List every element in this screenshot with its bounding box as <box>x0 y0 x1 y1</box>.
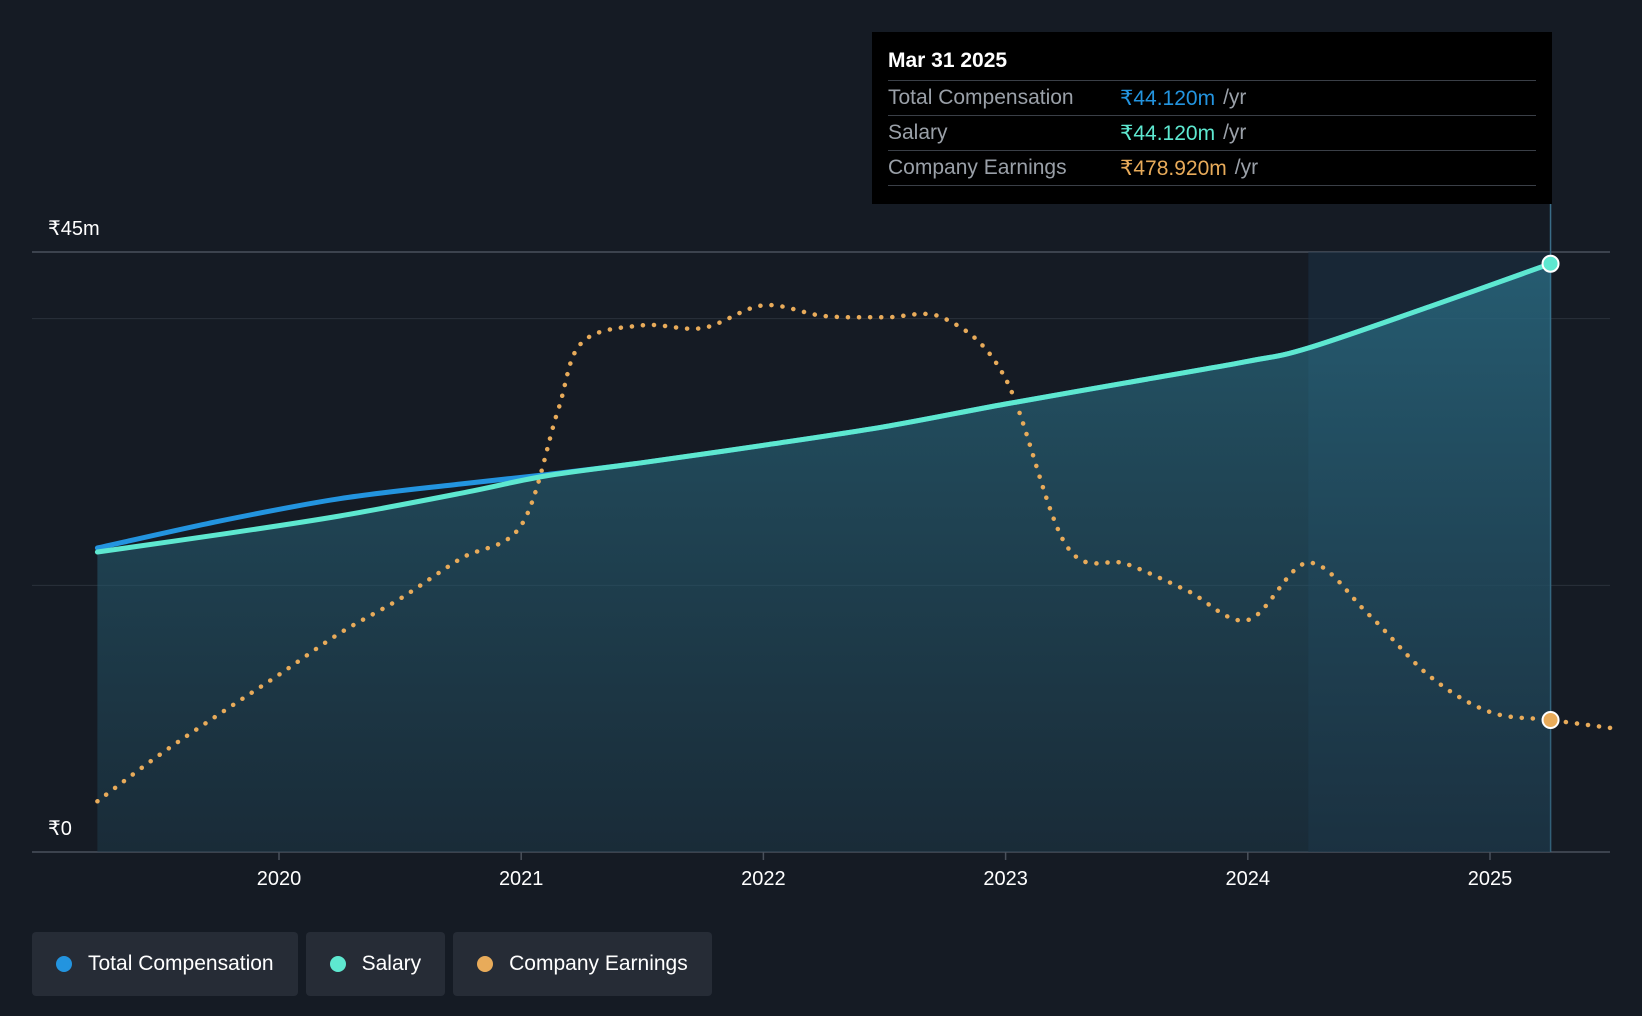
salary-area <box>97 263 1551 852</box>
data-tooltip: Mar 31 2025 Total Compensation ₹44.120m … <box>872 32 1552 204</box>
legend-label: Total Compensation <box>88 952 274 975</box>
chart-legend: Total Compensation Salary Company Earnin… <box>32 932 712 996</box>
salary-marker <box>1541 254 1560 273</box>
x-tick-label: 2024 <box>1226 868 1271 890</box>
y-axis-min-label: ₹0 <box>48 818 72 840</box>
x-tick-label: 2023 <box>983 868 1028 890</box>
tooltip-value: ₹44.120m <box>1120 121 1216 145</box>
legend-dot-icon <box>477 956 494 972</box>
y-axis-max-label: ₹45m <box>48 218 100 240</box>
series-line-company-earnings <box>95 302 1614 804</box>
legend-label: Salary <box>361 952 422 975</box>
x-tick-label: 2025 <box>1468 868 1513 890</box>
x-tick-label: 2021 <box>499 868 544 890</box>
legend-dot-icon <box>56 956 72 972</box>
legend-item-company-earnings[interactable]: Company Earnings <box>453 932 712 996</box>
tooltip-label: Company Earnings <box>888 156 1067 179</box>
tooltip-label: Total Compensation <box>888 86 1074 109</box>
legend-dot-icon <box>329 956 346 972</box>
tooltip-unit: /yr <box>1223 86 1247 109</box>
tooltip-row-salary: Salary ₹44.120m /yr <box>888 116 1536 151</box>
x-tick-label: 2020 <box>257 868 302 890</box>
tooltip-value: ₹44.120m <box>1120 86 1216 110</box>
tooltip-row-company-earnings: Company Earnings ₹478.920m /yr <box>888 151 1536 186</box>
series-line-salary <box>94 261 1553 555</box>
legend-label: Company Earnings <box>509 952 688 975</box>
tooltip-date: Mar 31 2025 <box>888 46 1536 81</box>
tooltip-row-total-compensation: Total Compensation ₹44.120m /yr <box>888 81 1536 116</box>
tooltip-value: ₹478.920m <box>1120 156 1227 180</box>
tooltip-label: Salary <box>888 121 948 144</box>
tooltip-unit: /yr <box>1234 156 1259 179</box>
earnings-marker <box>1541 711 1560 729</box>
legend-item-salary[interactable]: Salary <box>305 932 446 996</box>
legend-item-total-compensation[interactable]: Total Compensation <box>32 932 298 996</box>
tooltip-unit: /yr <box>1223 121 1247 144</box>
x-tick-label: 2022 <box>741 868 786 890</box>
